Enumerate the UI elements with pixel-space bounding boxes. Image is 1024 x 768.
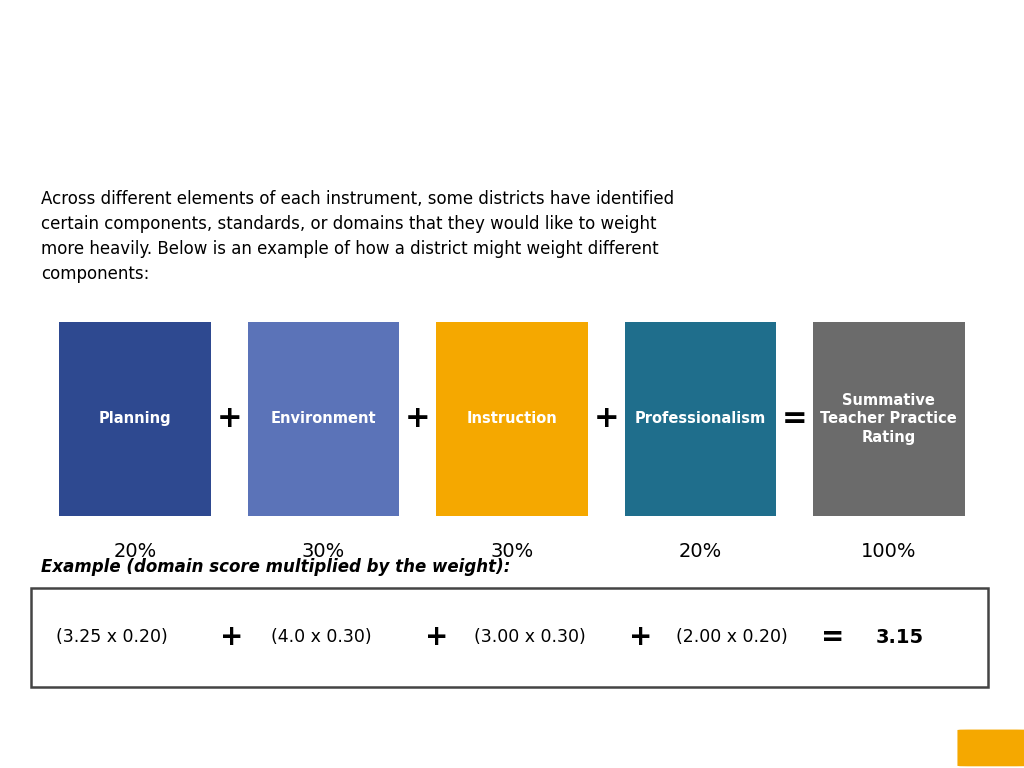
FancyBboxPatch shape bbox=[436, 322, 588, 515]
Text: Teach. Lead. Grow.: Teach. Lead. Grow. bbox=[871, 750, 962, 760]
Text: +: + bbox=[593, 404, 620, 433]
Text: Planning: Planning bbox=[99, 412, 171, 426]
Text: +: + bbox=[629, 623, 652, 651]
Text: =: = bbox=[781, 404, 808, 433]
Text: 30%: 30% bbox=[302, 542, 345, 561]
Text: Teacher Practice:  Weighting of Domains: Teacher Practice: Weighting of Domains bbox=[31, 28, 1015, 71]
FancyBboxPatch shape bbox=[957, 730, 1024, 766]
Text: (4.0 x 0.30): (4.0 x 0.30) bbox=[271, 628, 372, 646]
Text: and Components: and Components bbox=[31, 103, 439, 145]
Text: =: = bbox=[821, 623, 845, 651]
Text: 20%: 20% bbox=[679, 542, 722, 561]
Text: +: + bbox=[220, 623, 244, 651]
Text: (3.25 x 0.20): (3.25 x 0.20) bbox=[56, 628, 168, 646]
Text: (2.00 x 0.20): (2.00 x 0.20) bbox=[676, 628, 787, 646]
FancyBboxPatch shape bbox=[59, 322, 211, 515]
Text: 20%: 20% bbox=[114, 542, 157, 561]
FancyBboxPatch shape bbox=[248, 322, 399, 515]
Text: AchieveNJ: AchieveNJ bbox=[878, 730, 955, 743]
Text: 5: 5 bbox=[989, 746, 998, 761]
Text: 30%: 30% bbox=[490, 542, 534, 561]
Text: 3.15: 3.15 bbox=[876, 627, 924, 647]
FancyBboxPatch shape bbox=[813, 322, 965, 515]
Text: Example (domain score multiplied by the weight):: Example (domain score multiplied by the … bbox=[41, 558, 510, 575]
Text: 100%: 100% bbox=[861, 542, 916, 561]
Text: Across different elements of each instrument, some districts have identified
cer: Across different elements of each instru… bbox=[41, 190, 674, 283]
Text: Summative
Teacher Practice
Rating: Summative Teacher Practice Rating bbox=[820, 392, 957, 445]
Text: Instruction: Instruction bbox=[467, 412, 557, 426]
Text: Professionalism: Professionalism bbox=[635, 412, 766, 426]
FancyBboxPatch shape bbox=[31, 588, 988, 687]
Text: +: + bbox=[216, 404, 243, 433]
Text: (3.00 x 0.30): (3.00 x 0.30) bbox=[474, 628, 586, 646]
Text: Environment: Environment bbox=[270, 412, 377, 426]
Text: +: + bbox=[404, 404, 431, 433]
FancyBboxPatch shape bbox=[625, 322, 776, 515]
Text: +: + bbox=[425, 623, 449, 651]
